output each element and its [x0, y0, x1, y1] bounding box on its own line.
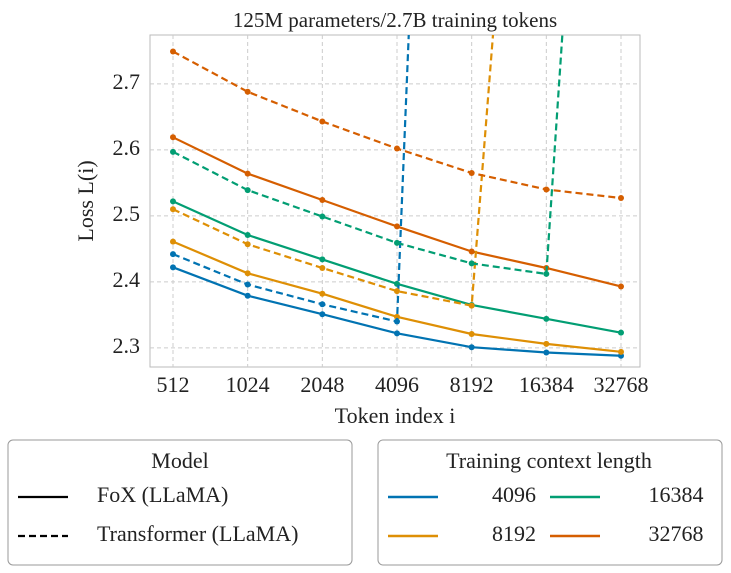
- y-tick-label: 2.6: [113, 135, 141, 160]
- y-axis-label: Loss L(i): [73, 160, 98, 241]
- y-tick-label: 2.7: [113, 69, 141, 94]
- data-point: [468, 302, 475, 309]
- data-point: [394, 288, 400, 295]
- x-tick-label: 1024: [226, 372, 270, 397]
- data-point: [394, 145, 400, 152]
- legend-label: 32768: [649, 521, 704, 546]
- data-point: [319, 118, 326, 125]
- data-point: [170, 48, 176, 55]
- data-point: [543, 186, 550, 193]
- chart-title: 125M parameters/2.7B training tokens: [233, 8, 557, 32]
- data-point: [468, 260, 475, 267]
- data-point: [170, 264, 176, 271]
- legend-box: [377, 439, 723, 566]
- x-tick-label: 32768: [594, 372, 649, 397]
- legend-box: [7, 439, 353, 566]
- data-point: [543, 340, 550, 347]
- data-point: [244, 231, 251, 238]
- data-point: [618, 283, 624, 290]
- x-tick-label: 4096: [375, 372, 419, 397]
- data-point: [244, 281, 251, 288]
- data-point: [394, 318, 400, 325]
- data-point: [170, 198, 176, 205]
- plot-lines: [170, 35, 624, 359]
- data-point: [319, 213, 326, 220]
- x-axis-label: Token index i: [335, 403, 456, 428]
- data-point: [618, 329, 624, 336]
- data-point: [618, 195, 624, 202]
- data-point: [394, 313, 400, 320]
- data-point: [468, 330, 475, 337]
- data-point: [319, 311, 326, 318]
- data-point: [319, 290, 326, 297]
- legend-title: Training context length: [446, 448, 652, 473]
- data-point: [170, 148, 176, 155]
- data-point: [618, 348, 624, 355]
- data-point: [244, 270, 251, 277]
- legend-label: 4096: [492, 482, 536, 507]
- data-point: [244, 170, 251, 177]
- data-point: [543, 349, 550, 356]
- data-point: [319, 256, 326, 263]
- data-point: [244, 88, 251, 95]
- plot-area: [149, 34, 641, 368]
- legend-label: 16384: [649, 482, 704, 507]
- legend-label: 8192: [492, 521, 536, 546]
- data-point: [394, 223, 400, 230]
- x-tick-label: 2048: [300, 372, 344, 397]
- data-point: [468, 169, 475, 176]
- data-point: [319, 197, 326, 204]
- data-point: [244, 241, 251, 248]
- legend-label: Transformer (LLaMA): [97, 521, 298, 546]
- legend-label: FoX (LLaMA): [97, 482, 228, 507]
- y-tick-label: 2.3: [113, 333, 141, 358]
- data-point: [170, 134, 176, 141]
- y-tick-label: 2.5: [113, 201, 141, 226]
- data-point: [170, 251, 176, 258]
- data-point: [468, 248, 475, 255]
- legend-title: Model: [151, 448, 208, 473]
- y-tick-label: 2.4: [113, 267, 141, 292]
- x-tick-label: 16384: [519, 372, 574, 397]
- data-point: [244, 187, 251, 194]
- x-tick-label: 512: [157, 372, 190, 397]
- data-point: [543, 315, 550, 322]
- data-point: [170, 238, 176, 245]
- data-point: [319, 301, 326, 308]
- series-line: [172, 35, 495, 307]
- x-tick-label: 8192: [450, 372, 494, 397]
- data-point: [244, 292, 251, 299]
- data-point: [170, 206, 176, 213]
- data-point: [394, 330, 400, 337]
- data-point: [468, 344, 475, 351]
- data-point: [394, 239, 400, 246]
- data-point: [319, 264, 326, 271]
- data-point: [543, 270, 550, 277]
